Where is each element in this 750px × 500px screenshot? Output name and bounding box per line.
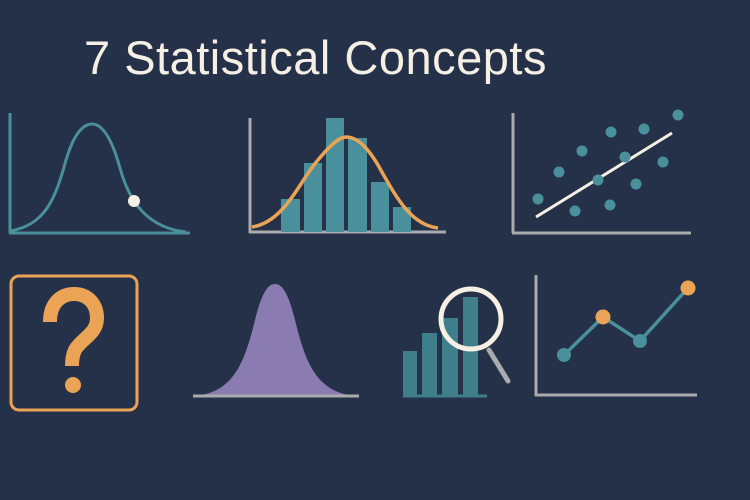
- bar: [403, 351, 417, 396]
- histogram-with-bell-curve-icon: [248, 118, 446, 234]
- bar: [422, 333, 437, 396]
- histogram-bar: [371, 182, 389, 232]
- purple-bell-curve-icon: [193, 284, 359, 398]
- regression-line: [535, 131, 673, 219]
- normal-curve-with-point-icon: [8, 113, 190, 235]
- histogram-bar: [326, 118, 344, 232]
- scatter-point: [605, 126, 617, 138]
- scatter-point: [672, 109, 684, 121]
- magnifier-handle: [486, 347, 511, 384]
- line-chart-markers-icon: [534, 275, 697, 397]
- scatter-point: [619, 151, 631, 163]
- scatter-point: [592, 174, 604, 186]
- scatter-point: [553, 166, 565, 178]
- question-mark-box-icon: [9, 274, 139, 412]
- highlight-point: [128, 195, 140, 207]
- scatter-point: [576, 145, 588, 157]
- scatter-point: [657, 156, 669, 168]
- bar-chart-magnifier-icon: [403, 286, 511, 398]
- scatter-plot-regression-icon: [511, 109, 691, 235]
- scatter-point: [604, 199, 616, 211]
- histogram-bar: [281, 199, 300, 232]
- scatter-point: [532, 193, 544, 205]
- bell-curve: [9, 122, 187, 234]
- box-outline: [9, 274, 139, 412]
- scatter-point: [569, 205, 581, 217]
- scatter-point: [630, 178, 642, 190]
- histogram-bar: [348, 138, 367, 232]
- question-mark-icon: [43, 286, 105, 367]
- scatter-point: [638, 123, 650, 135]
- question-mark-dot: [65, 377, 81, 393]
- line-point: [633, 334, 647, 348]
- magnifier-lens: [438, 286, 504, 352]
- bell-area: [195, 284, 355, 396]
- histogram-bar: [393, 207, 411, 232]
- line-point: [557, 348, 571, 362]
- bell-curve: [251, 135, 439, 230]
- histogram-bar: [304, 163, 322, 232]
- trend-line: [562, 286, 690, 357]
- line-point: [680, 280, 696, 296]
- line-point: [595, 309, 611, 325]
- page-title: 7 Statistical Concepts: [84, 31, 547, 84]
